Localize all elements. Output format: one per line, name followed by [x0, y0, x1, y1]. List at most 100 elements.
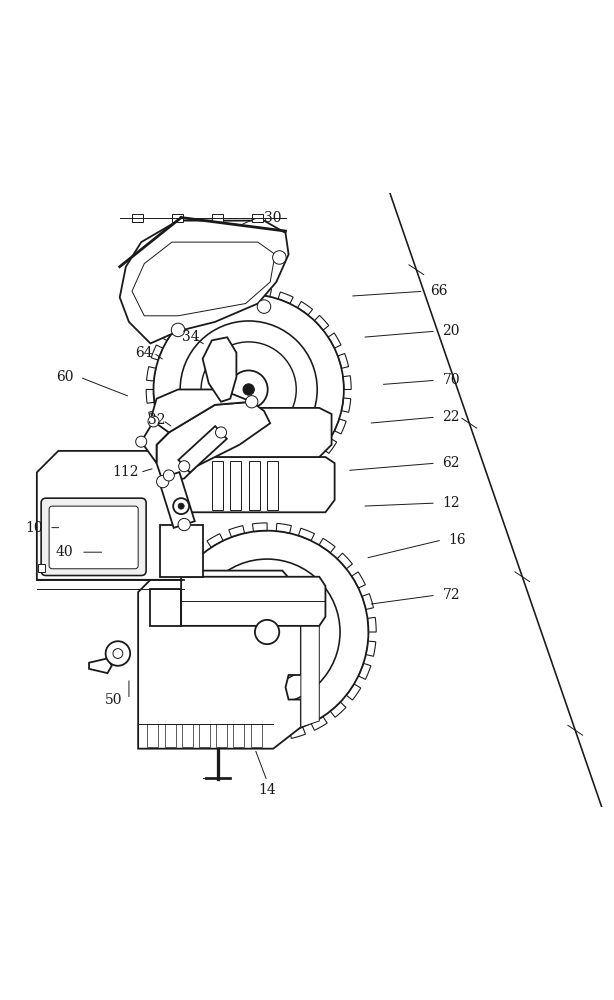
- Polygon shape: [220, 723, 236, 736]
- Polygon shape: [267, 732, 282, 741]
- Polygon shape: [235, 287, 249, 295]
- Polygon shape: [163, 585, 176, 601]
- Polygon shape: [174, 309, 189, 324]
- Polygon shape: [323, 438, 336, 453]
- Polygon shape: [161, 326, 174, 341]
- Bar: [212, 461, 223, 510]
- Text: 16: 16: [449, 533, 466, 547]
- Polygon shape: [179, 426, 227, 473]
- Polygon shape: [341, 398, 351, 412]
- Bar: [212, 214, 223, 222]
- Polygon shape: [346, 684, 361, 700]
- Polygon shape: [185, 464, 200, 477]
- Polygon shape: [362, 594, 373, 609]
- FancyBboxPatch shape: [41, 498, 146, 576]
- Polygon shape: [89, 658, 112, 673]
- Bar: [147, 724, 158, 747]
- Polygon shape: [319, 538, 335, 553]
- Polygon shape: [243, 731, 258, 741]
- Polygon shape: [181, 457, 335, 512]
- Polygon shape: [252, 523, 267, 532]
- Polygon shape: [158, 632, 166, 647]
- Circle shape: [173, 498, 189, 514]
- Polygon shape: [278, 292, 293, 304]
- Text: 20: 20: [443, 324, 460, 338]
- Polygon shape: [182, 695, 197, 711]
- Polygon shape: [150, 389, 252, 445]
- Text: 50: 50: [105, 693, 122, 707]
- Bar: [216, 724, 227, 747]
- Polygon shape: [173, 564, 188, 580]
- Text: 22: 22: [443, 410, 460, 424]
- Text: 32: 32: [148, 413, 165, 427]
- Polygon shape: [359, 663, 371, 679]
- Polygon shape: [160, 525, 203, 577]
- Bar: [199, 724, 210, 747]
- Bar: [233, 724, 244, 747]
- Circle shape: [273, 251, 286, 264]
- Text: 14: 14: [258, 783, 276, 797]
- Polygon shape: [343, 376, 351, 389]
- Polygon shape: [146, 389, 154, 403]
- Polygon shape: [311, 717, 327, 730]
- Circle shape: [148, 416, 159, 427]
- FancyBboxPatch shape: [49, 506, 138, 569]
- Circle shape: [243, 384, 254, 395]
- Bar: [165, 724, 176, 747]
- Polygon shape: [157, 402, 270, 482]
- Circle shape: [106, 641, 130, 666]
- Polygon shape: [308, 455, 323, 470]
- Text: 60: 60: [56, 370, 73, 384]
- Polygon shape: [204, 475, 219, 487]
- Bar: [230, 461, 241, 510]
- Bar: [38, 564, 45, 572]
- Polygon shape: [328, 333, 341, 348]
- Text: 12: 12: [443, 496, 460, 510]
- Bar: [251, 724, 262, 747]
- Polygon shape: [314, 315, 329, 330]
- Polygon shape: [249, 484, 262, 492]
- Circle shape: [216, 427, 227, 438]
- Polygon shape: [338, 353, 349, 368]
- Text: 112: 112: [112, 465, 139, 479]
- Polygon shape: [290, 469, 305, 482]
- Polygon shape: [150, 589, 181, 626]
- Polygon shape: [158, 608, 168, 623]
- Polygon shape: [169, 676, 182, 692]
- Polygon shape: [257, 287, 271, 297]
- Polygon shape: [352, 572, 365, 588]
- Polygon shape: [120, 221, 289, 343]
- Circle shape: [178, 503, 184, 509]
- Circle shape: [257, 300, 271, 313]
- Polygon shape: [276, 523, 292, 533]
- Polygon shape: [229, 526, 244, 537]
- Text: 62: 62: [443, 456, 460, 470]
- Polygon shape: [199, 711, 215, 726]
- Polygon shape: [149, 411, 160, 425]
- Polygon shape: [297, 301, 313, 315]
- Bar: [132, 214, 143, 222]
- Polygon shape: [141, 421, 169, 463]
- Polygon shape: [226, 482, 240, 492]
- Circle shape: [157, 475, 169, 488]
- Polygon shape: [330, 702, 346, 717]
- Polygon shape: [301, 592, 319, 727]
- Text: 70: 70: [443, 373, 460, 387]
- Polygon shape: [147, 367, 156, 381]
- Polygon shape: [168, 449, 183, 464]
- Circle shape: [163, 470, 174, 481]
- Text: 64: 64: [136, 346, 153, 360]
- Text: 40: 40: [56, 545, 73, 559]
- Polygon shape: [366, 641, 376, 656]
- Circle shape: [171, 323, 185, 337]
- Polygon shape: [157, 431, 169, 446]
- Polygon shape: [290, 727, 305, 738]
- Polygon shape: [161, 655, 173, 670]
- Polygon shape: [181, 408, 332, 457]
- Polygon shape: [151, 345, 163, 360]
- Polygon shape: [192, 297, 208, 310]
- Polygon shape: [207, 534, 223, 547]
- Polygon shape: [138, 571, 301, 749]
- Polygon shape: [132, 242, 275, 316]
- Bar: [252, 214, 263, 222]
